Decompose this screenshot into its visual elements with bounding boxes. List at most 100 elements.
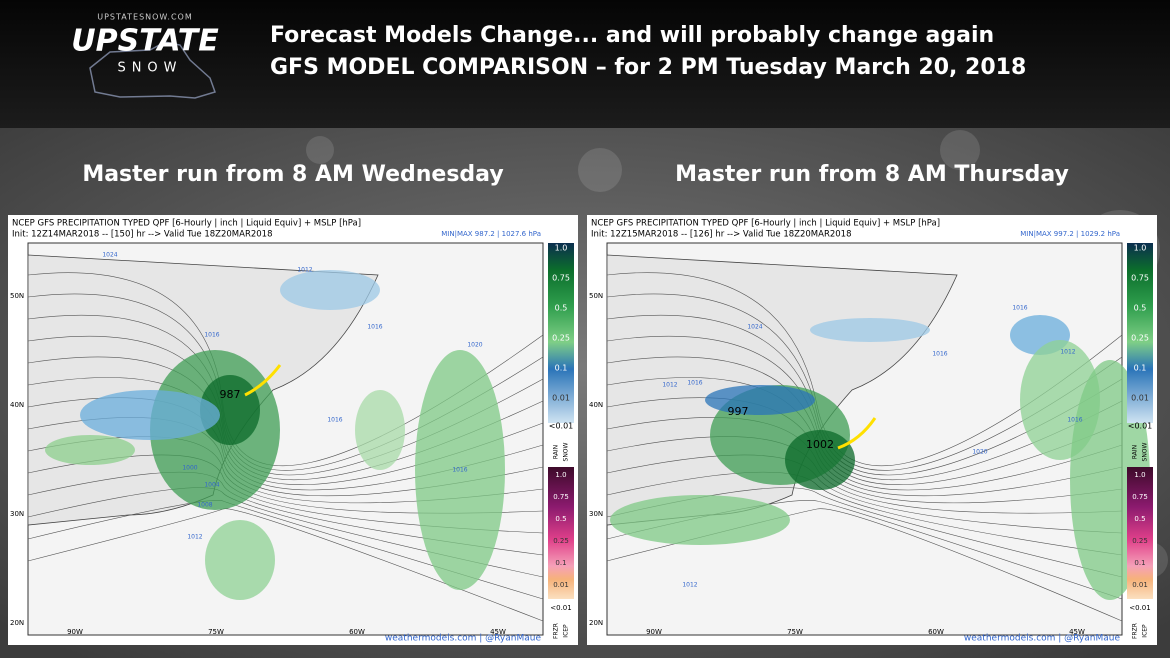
precip-area <box>810 318 930 342</box>
isobar-label: 1016 <box>327 417 342 424</box>
logo-name: UPSTATE <box>71 24 219 59</box>
panel-title: Master run from 8 AM Thursday <box>675 162 1069 187</box>
colorbar-label: <0.01 <box>1128 422 1153 431</box>
precip-area <box>45 435 135 465</box>
precip-area <box>200 375 260 445</box>
colorbar-label: 0.1 <box>555 364 568 373</box>
colorbar-label: 0.01 <box>553 581 569 589</box>
colorbar-label: 0.1 <box>1134 364 1147 373</box>
isobar-label: 1020 <box>972 449 987 456</box>
colorbar-label: 0.25 <box>553 537 569 545</box>
colorbar <box>548 467 574 599</box>
isobar-label: 1008 <box>197 502 212 509</box>
precip-area <box>415 350 505 590</box>
colorbar-label: 0.5 <box>1134 515 1145 523</box>
logo-sub: SNOW <box>117 61 182 76</box>
colorbar-label: 0.5 <box>1134 304 1147 313</box>
lon-label: 90W <box>67 628 83 636</box>
map-header-line: NCEP GFS PRECIPITATION TYPED QPF [6-Hour… <box>591 219 940 229</box>
colorbar-label: 1.0 <box>555 244 568 253</box>
panel-title: Master run from 8 AM Wednesday <box>82 162 503 187</box>
map-header-line: Init: 12Z15MAR2018 -- [126] hr --> Valid… <box>591 230 851 240</box>
colorbar-label: <0.01 <box>550 604 571 612</box>
low-label: 997 <box>728 405 749 418</box>
credit: weathermodels.com | @RyanMaue <box>385 634 542 644</box>
header-title: Forecast Models Change... and will proba… <box>270 23 994 48</box>
isobar-label: 1024 <box>747 324 762 331</box>
colorbar-label: 0.01 <box>552 394 570 403</box>
isobar-label: 1012 <box>1060 349 1075 356</box>
colorbar-label: 0.5 <box>555 304 568 313</box>
colorbar-label: 0.75 <box>1131 274 1149 283</box>
colorbar-label: 0.01 <box>1132 581 1148 589</box>
lat-label: 20N <box>10 619 24 627</box>
colorbar-label: 0.1 <box>555 559 566 567</box>
lat-label: 40N <box>589 401 603 409</box>
legend-type: ICEP <box>563 624 570 638</box>
lat-label: 50N <box>10 292 24 300</box>
lon-label: 60W <box>928 628 944 636</box>
precip-area <box>205 520 275 600</box>
isobar-label: 1016 <box>1012 305 1027 312</box>
lat-label: 20N <box>589 619 603 627</box>
colorbar-label: <0.01 <box>549 422 574 431</box>
lon-label: 60W <box>349 628 365 636</box>
lon-label: 90W <box>646 628 662 636</box>
colorbar <box>1127 243 1153 423</box>
lon-label: 45W <box>1069 628 1085 636</box>
legend-type: SNOW <box>563 442 570 461</box>
colorbar-label: 0.25 <box>1131 334 1149 343</box>
colorbar-label: 0.75 <box>1132 493 1148 501</box>
lat-label: 50N <box>589 292 603 300</box>
isobar-label: 1016 <box>1067 417 1082 424</box>
isobar-label: 1016 <box>204 332 219 339</box>
legend-type: ICEP <box>1142 624 1149 638</box>
colorbar-label: 0.01 <box>1131 394 1149 403</box>
isobar-label: 1016 <box>367 324 382 331</box>
lat-label: 40N <box>10 401 24 409</box>
precip-area <box>280 270 380 310</box>
colorbar-label: 1.0 <box>1134 244 1147 253</box>
lon-label: 75W <box>208 628 224 636</box>
isobar-label: 1016 <box>452 467 467 474</box>
colorbar-label: 1.0 <box>1134 471 1145 479</box>
isobar-label: 1012 <box>187 534 202 541</box>
colorbar <box>548 243 574 423</box>
isobar-label: 1012 <box>682 582 697 589</box>
precip-area <box>610 495 790 545</box>
legend-type: FRZR <box>553 623 560 639</box>
logo-site: UPSTATESNOW.COM <box>97 13 193 22</box>
logo-outline <box>89 41 216 99</box>
colorbar-label: 0.25 <box>552 334 570 343</box>
colorbar-label: 0.5 <box>555 515 566 523</box>
isobar <box>606 487 1123 578</box>
minmax: MIN|MAX 997.2 | 1029.2 hPa <box>1020 230 1120 238</box>
colorbar-label: 1.0 <box>555 471 566 479</box>
legend-type: RAIN <box>1132 445 1139 459</box>
precip-area <box>355 390 405 470</box>
colorbar-label: 0.75 <box>552 274 570 283</box>
minmax: MIN|MAX 987.2 | 1027.6 hPa <box>441 230 541 238</box>
track-arrow <box>244 364 282 397</box>
isobar-label: 1016 <box>687 380 702 387</box>
legend-type: FRZR <box>1132 623 1139 639</box>
track-arrow <box>837 417 877 450</box>
colorbar-label: 0.25 <box>1132 537 1148 545</box>
isobar-label: 1000 <box>182 465 197 472</box>
isobar-label: 1012 <box>662 382 677 389</box>
map-header-line: NCEP GFS PRECIPITATION TYPED QPF [6-Hour… <box>12 219 361 229</box>
legend-type: SNOW <box>1142 442 1149 461</box>
isobar-label: 1020 <box>467 342 482 349</box>
precip-area <box>785 430 855 490</box>
low-label: 987 <box>220 388 241 401</box>
lon-label: 75W <box>787 628 803 636</box>
colorbar-label: 0.1 <box>1134 559 1145 567</box>
isobar-label: 1012 <box>297 267 312 274</box>
precip-area <box>80 390 220 440</box>
low-label: 1002 <box>806 438 834 451</box>
credit: weathermodels.com | @RyanMaue <box>964 634 1121 644</box>
isobar-label: 1024 <box>102 252 117 259</box>
isobar-label: 1004 <box>204 482 219 489</box>
